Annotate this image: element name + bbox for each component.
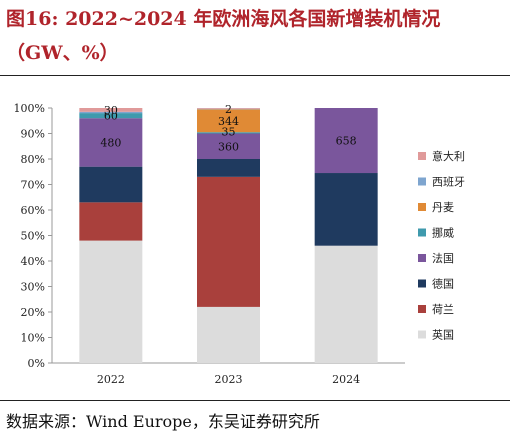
y-tick-label: 70% [21, 179, 45, 192]
legend-label: 英国 [432, 328, 454, 342]
legend-swatch [418, 228, 426, 237]
bar-segment [79, 118, 143, 167]
y-tick-label: 60% [21, 204, 45, 217]
bar-segment [197, 108, 260, 109]
bar-segment [79, 113, 143, 119]
title-line-2: （GW、%） [6, 42, 119, 64]
y-tick-label: 100% [14, 102, 45, 115]
data-label: 360 [218, 140, 239, 153]
bar-segment [197, 108, 260, 110]
legend-swatch [418, 152, 426, 160]
bar-segment [197, 306, 260, 363]
legend-label: 西班牙 [432, 176, 465, 189]
legend-swatch [418, 203, 426, 211]
bar-segment [197, 159, 260, 177]
bar-segment [79, 111, 143, 114]
bar-segment [79, 240, 143, 363]
y-tick-label: 0% [28, 357, 45, 370]
legend-label: 荷兰 [432, 303, 454, 316]
legend-swatch [418, 279, 426, 288]
y-tick-label: 80% [21, 153, 45, 166]
legend-swatch [418, 305, 426, 313]
stacked-bar-chart: 0%10%20%30%40%50%60%70%80%90%100%4806030… [14, 102, 465, 386]
chart-title: 图16: 2022~2024 年欧洲海风各国新增装机情况 （GW、%） [6, 2, 506, 70]
legend-label: 意大利 [432, 149, 465, 163]
legend-swatch [418, 177, 426, 186]
legend-label: 丹麦 [432, 201, 454, 214]
y-tick-label: 40% [21, 255, 45, 268]
legend-label: 法国 [432, 251, 454, 265]
bar-segment [79, 166, 143, 203]
title-line-1: 图16: 2022~2024 年欧洲海风各国新增装机情况 [6, 8, 441, 30]
bar-segment [314, 108, 378, 174]
y-tick-label: 90% [21, 128, 45, 141]
bar-segment [79, 108, 143, 112]
y-tick-label: 10% [21, 332, 45, 345]
bar-segment [314, 245, 378, 363]
bar-segment [197, 132, 260, 134]
bar-segment [197, 176, 260, 307]
data-label: 30 [104, 104, 118, 117]
top-rule [0, 75, 510, 76]
source-note: 数据来源：Wind Europe，东吴证券研究所 [6, 412, 320, 431]
data-label: 2 [225, 103, 232, 116]
data-label: 35 [222, 125, 236, 138]
legend-swatch [418, 330, 426, 339]
bar-segment [314, 173, 378, 246]
bar-segment [197, 133, 260, 159]
x-tick-label: 2024 [332, 373, 360, 386]
data-label: 344 [218, 115, 239, 128]
data-label: 480 [100, 136, 121, 149]
x-tick-label: 2023 [215, 373, 243, 386]
legend-label: 挪威 [432, 226, 454, 240]
y-tick-label: 20% [21, 306, 45, 319]
bottom-rule [0, 400, 510, 401]
legend-swatch [418, 254, 426, 262]
data-label: 658 [336, 135, 357, 148]
bar-segment [79, 202, 143, 241]
y-tick-label: 50% [21, 230, 45, 243]
x-tick-label: 2022 [97, 373, 125, 386]
bar-segment [197, 109, 260, 133]
legend-label: 德国 [432, 277, 454, 291]
y-tick-label: 30% [21, 281, 45, 294]
